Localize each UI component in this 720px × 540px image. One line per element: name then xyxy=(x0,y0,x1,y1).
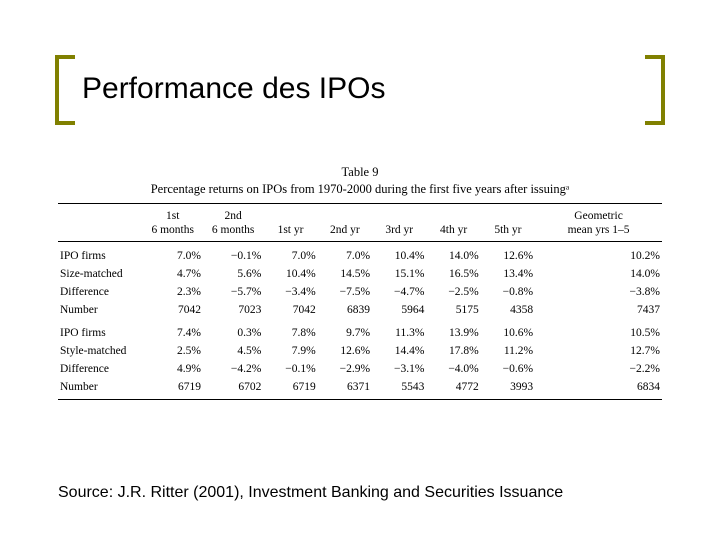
table-cell: 17.8% xyxy=(426,342,480,360)
table-cell: −7.5% xyxy=(318,283,372,301)
col-header: 5th yr xyxy=(481,204,535,242)
table-cell: 6719 xyxy=(263,378,317,400)
table-row: Size-matched4.7%5.6%10.4%14.5%15.1%16.5%… xyxy=(58,265,662,283)
table-cell: 6834 xyxy=(535,378,662,400)
table-cell: −4.2% xyxy=(203,360,263,378)
table-cell: 10.6% xyxy=(481,319,535,342)
table-row: Style-matched2.5%4.5%7.9%12.6%14.4%17.8%… xyxy=(58,342,662,360)
table-cell: 12.6% xyxy=(481,241,535,265)
table-cell: 13.9% xyxy=(426,319,480,342)
table-cell: 0.3% xyxy=(203,319,263,342)
table-cell: 6839 xyxy=(318,301,372,319)
ipo-table: 1st6 months2nd6 months1st yr2nd yr3rd yr… xyxy=(58,203,662,400)
table-cell: 4.9% xyxy=(143,360,203,378)
table-cell: 7.0% xyxy=(143,241,203,265)
table-cell: 9.7% xyxy=(318,319,372,342)
table-label: Table 9 xyxy=(58,165,662,180)
table-cell: 12.7% xyxy=(535,342,662,360)
bracket-right xyxy=(645,55,665,125)
col-header: 4th yr xyxy=(426,204,480,242)
table-cell: 11.3% xyxy=(372,319,426,342)
table-cell: 4772 xyxy=(426,378,480,400)
table-row: Difference2.3%−5.7%−3.4%−7.5%−4.7%−2.5%−… xyxy=(58,283,662,301)
table-cell: −2.9% xyxy=(318,360,372,378)
table-cell: 2.5% xyxy=(143,342,203,360)
table-cell: 7023 xyxy=(203,301,263,319)
table-cell: 7.0% xyxy=(318,241,372,265)
table-cell: 7042 xyxy=(263,301,317,319)
table-cell: 12.6% xyxy=(318,342,372,360)
col-header: 3rd yr xyxy=(372,204,426,242)
table-cell: −0.6% xyxy=(481,360,535,378)
table-cell: Number xyxy=(58,378,143,400)
table-cell: 14.5% xyxy=(318,265,372,283)
table-cell: 13.4% xyxy=(481,265,535,283)
table-cell: 6702 xyxy=(203,378,263,400)
table-cell: 14.0% xyxy=(426,241,480,265)
table-cell: 14.4% xyxy=(372,342,426,360)
table-cell: 14.0% xyxy=(535,265,662,283)
table-cell: 4.7% xyxy=(143,265,203,283)
table-cell: −3.8% xyxy=(535,283,662,301)
table-cell: 3993 xyxy=(481,378,535,400)
table-row: IPO firms7.4%0.3%7.8%9.7%11.3%13.9%10.6%… xyxy=(58,319,662,342)
table-row: Number70427023704268395964517543587437 xyxy=(58,301,662,319)
col-header xyxy=(58,204,143,242)
table-cell: Difference xyxy=(58,360,143,378)
table-cell: Size-matched xyxy=(58,265,143,283)
table-cell: 6719 xyxy=(143,378,203,400)
col-header: 1st yr xyxy=(263,204,317,242)
table-cell: 2.3% xyxy=(143,283,203,301)
table-cell: −2.2% xyxy=(535,360,662,378)
table-cell: 7.0% xyxy=(263,241,317,265)
table-cell: 7.9% xyxy=(263,342,317,360)
table-cell: 5964 xyxy=(372,301,426,319)
col-header: 2nd yr xyxy=(318,204,372,242)
bracket-left xyxy=(55,55,75,125)
col-header: Geometricmean yrs 1–5 xyxy=(535,204,662,242)
col-header: 1st6 months xyxy=(143,204,203,242)
table-region: Table 9 Percentage returns on IPOs from … xyxy=(58,165,662,400)
table-cell: −3.4% xyxy=(263,283,317,301)
table-cell: −3.1% xyxy=(372,360,426,378)
table-row: Difference4.9%−4.2%−0.1%−2.9%−3.1%−4.0%−… xyxy=(58,360,662,378)
table-cell: 5.6% xyxy=(203,265,263,283)
table-cell: 4.5% xyxy=(203,342,263,360)
table-cell: −4.0% xyxy=(426,360,480,378)
table-cell: −0.1% xyxy=(263,360,317,378)
table-cell: −2.5% xyxy=(426,283,480,301)
table-cell: −4.7% xyxy=(372,283,426,301)
table-row: IPO firms7.0%−0.1%7.0%7.0%10.4%14.0%12.6… xyxy=(58,241,662,265)
table-cell: 7.8% xyxy=(263,319,317,342)
col-header: 2nd6 months xyxy=(203,204,263,242)
table-cell: 6371 xyxy=(318,378,372,400)
table-cell: Number xyxy=(58,301,143,319)
table-cell: 4358 xyxy=(481,301,535,319)
table-cell: −0.1% xyxy=(203,241,263,265)
table-cell: 15.1% xyxy=(372,265,426,283)
table-cell: 10.2% xyxy=(535,241,662,265)
table-cell: −0.8% xyxy=(481,283,535,301)
table-cell: Style-matched xyxy=(58,342,143,360)
table-cell: 16.5% xyxy=(426,265,480,283)
table-cell: Difference xyxy=(58,283,143,301)
table-cell: −5.7% xyxy=(203,283,263,301)
table-row: Number67196702671963715543477239936834 xyxy=(58,378,662,400)
table-cell: IPO firms xyxy=(58,319,143,342)
table-cell: 5175 xyxy=(426,301,480,319)
source-citation: Source: J.R. Ritter (2001), Investment B… xyxy=(58,484,563,502)
table-cell: 5543 xyxy=(372,378,426,400)
table-cell: 10.4% xyxy=(372,241,426,265)
table-cell: 7042 xyxy=(143,301,203,319)
table-cell: IPO firms xyxy=(58,241,143,265)
table-cell: 10.4% xyxy=(263,265,317,283)
table-cell: 11.2% xyxy=(481,342,535,360)
table-cell: 7437 xyxy=(535,301,662,319)
table-caption: Percentage returns on IPOs from 1970-200… xyxy=(58,182,662,197)
table-cell: 10.5% xyxy=(535,319,662,342)
table-cell: 7.4% xyxy=(143,319,203,342)
page-title: Performance des IPOs xyxy=(82,72,385,106)
